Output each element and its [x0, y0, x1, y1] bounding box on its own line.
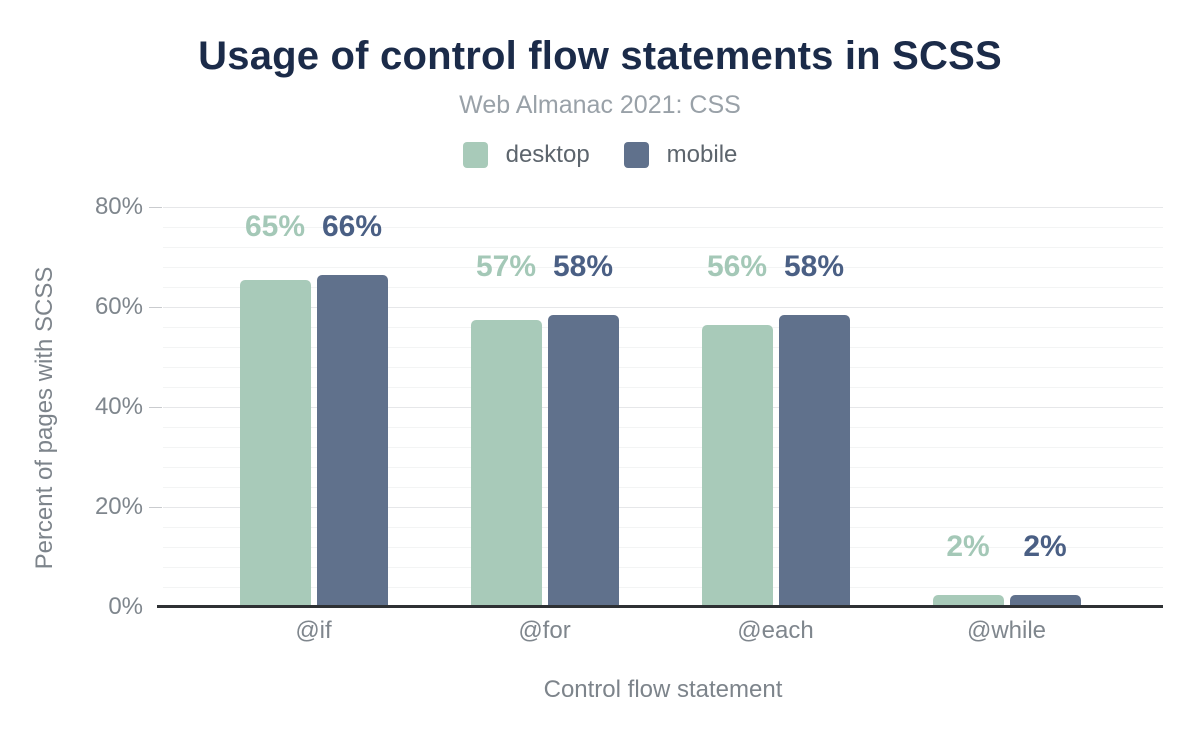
mobile-swatch-icon [623, 142, 649, 168]
desktop-swatch-icon [462, 142, 488, 168]
grid-line [163, 527, 1163, 528]
x-axis-line [157, 605, 1163, 608]
y-tick-mark [149, 207, 162, 208]
grid-line [163, 347, 1163, 348]
grid-line [163, 367, 1163, 368]
bar-label-desktop-if: 65% [244, 210, 306, 243]
bar-desktop-while[interactable] [932, 595, 1004, 605]
grid-line [163, 387, 1163, 388]
bar-mobile-if[interactable] [316, 275, 388, 605]
chart-subtitle: Web Almanac 2021: CSS [459, 91, 741, 119]
bar-desktop-for[interactable] [470, 320, 542, 605]
bar-desktop-if[interactable] [239, 280, 311, 605]
legend: desktop mobile [0, 141, 1200, 169]
grid-line [163, 587, 1163, 588]
x-tick-label-each: @each [737, 617, 814, 644]
grid-line [163, 507, 1163, 508]
y-tick-mark [149, 407, 162, 408]
bar-mobile-each[interactable] [778, 315, 850, 605]
legend-label-desktop: desktop [505, 141, 590, 168]
y-tick-mark [149, 507, 162, 508]
chart-title: Usage of control flow statements in SCSS [198, 34, 1002, 78]
legend-item-desktop[interactable]: desktop [462, 141, 590, 169]
legend-item-mobile[interactable]: mobile [623, 141, 738, 169]
y-tick-label: 80% [94, 193, 143, 220]
y-tick-label: 60% [94, 293, 143, 320]
bar-label-mobile-if: 66% [321, 210, 383, 243]
x-tick-label-while: @while [966, 617, 1047, 644]
y-tick-label: 20% [94, 493, 143, 520]
grid-line [163, 307, 1163, 308]
grid-line [163, 427, 1163, 428]
x-axis-title: Control flow statement [543, 676, 783, 703]
x-tick-label-if: @if [295, 617, 332, 644]
y-tick-label: 0% [108, 593, 143, 620]
grid-line [163, 267, 1163, 268]
grid-line [163, 567, 1163, 568]
bar-label-mobile-each: 58% [783, 250, 845, 283]
x-tick-label-for: @for [518, 617, 571, 644]
grid-line [163, 467, 1163, 468]
grid-line [163, 287, 1163, 288]
bar-mobile-for[interactable] [547, 315, 619, 605]
bar-label-desktop-for: 57% [475, 250, 537, 283]
grid-line [163, 207, 1163, 208]
grid-line [163, 487, 1163, 488]
bar-label-desktop-each: 56% [706, 250, 768, 283]
y-tick-label: 40% [94, 393, 143, 420]
grid-line [163, 327, 1163, 328]
grid-line [163, 227, 1163, 228]
legend-label-mobile: mobile [666, 141, 738, 168]
bar-desktop-each[interactable] [701, 325, 773, 605]
bar-mobile-while[interactable] [1009, 595, 1081, 605]
y-tick-mark [149, 307, 162, 308]
grid-line [163, 547, 1163, 548]
grid-line [163, 247, 1163, 248]
grid-line [163, 407, 1163, 408]
bar-label-mobile-for: 58% [552, 250, 614, 283]
bar-label-desktop-while: 2% [946, 530, 990, 563]
grid-line [163, 447, 1163, 448]
bar-label-mobile-while: 2% [1023, 530, 1067, 563]
